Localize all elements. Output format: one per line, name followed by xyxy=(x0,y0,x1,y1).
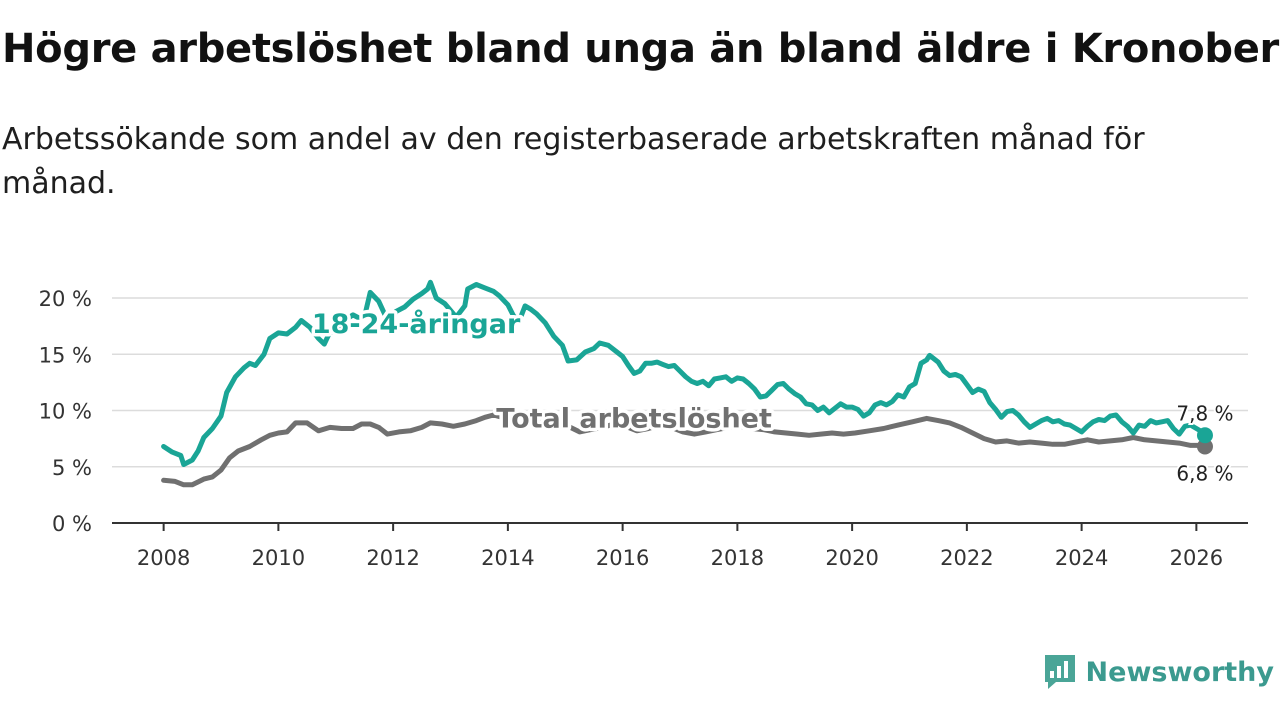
series-end-point-total-arbetsl-shet xyxy=(1196,438,1213,455)
chart-title: Högre arbetslöshet bland unga än bland ä… xyxy=(2,26,1280,72)
x-tick-label-6: 2020 xyxy=(825,546,878,570)
x-tick-label-4: 2016 xyxy=(596,546,649,570)
y-tick-label-2: 10 % xyxy=(39,400,92,424)
series-label-total-arbetsl-shet: Total arbetslöshet xyxy=(496,403,772,434)
x-tick-label-1: 2010 xyxy=(252,546,305,570)
series-line-total-arbetsl-shet xyxy=(161,412,1208,488)
series-end-label-total-arbetsl-shet: 6,8 % xyxy=(1176,462,1233,486)
axes: 0 % 5 % 10 % 15 % 20 % 2008 2010 2012 2014 2016 20… xyxy=(39,287,1248,570)
series-label-18-24-ringar: 18-24-åringar xyxy=(312,308,521,340)
x-tick-label-8: 2024 xyxy=(1055,546,1108,570)
series-end-label-18-24-ringar: 7,8 % xyxy=(1176,401,1233,425)
x-tick-label-5: 2018 xyxy=(711,546,764,570)
x-tick-label-0: 2008 xyxy=(137,546,190,570)
series-line-18-24-ringar xyxy=(161,279,1208,467)
series-labels: 18-24-åringar 7,8 % Total arbetslöshet 6,8 … xyxy=(308,304,1235,487)
series-end-point-18-24-ringar xyxy=(1196,427,1213,444)
x-tick-label-7: 2022 xyxy=(940,546,993,570)
newsworthy-logo-icon xyxy=(1044,655,1075,689)
brand-name: Newsworthy xyxy=(1085,656,1274,688)
x-tick-label-3: 2014 xyxy=(481,546,534,570)
gridlines xyxy=(112,297,1248,468)
x-tick-label-2: 2012 xyxy=(366,546,419,570)
chart-subtitle: Arbetssökande som andel av den registerb… xyxy=(2,122,1145,201)
series-lines xyxy=(161,279,1213,488)
y-tick-label-1: 5 % xyxy=(52,456,92,480)
x-tick-label-9: 2026 xyxy=(1170,546,1223,570)
y-tick-label-0: 0 % xyxy=(52,512,92,536)
y-tick-label-3: 15 % xyxy=(39,343,92,367)
brand-logo: Newsworthy xyxy=(1042,652,1274,692)
y-tick-label-4: 20 % xyxy=(39,287,92,311)
